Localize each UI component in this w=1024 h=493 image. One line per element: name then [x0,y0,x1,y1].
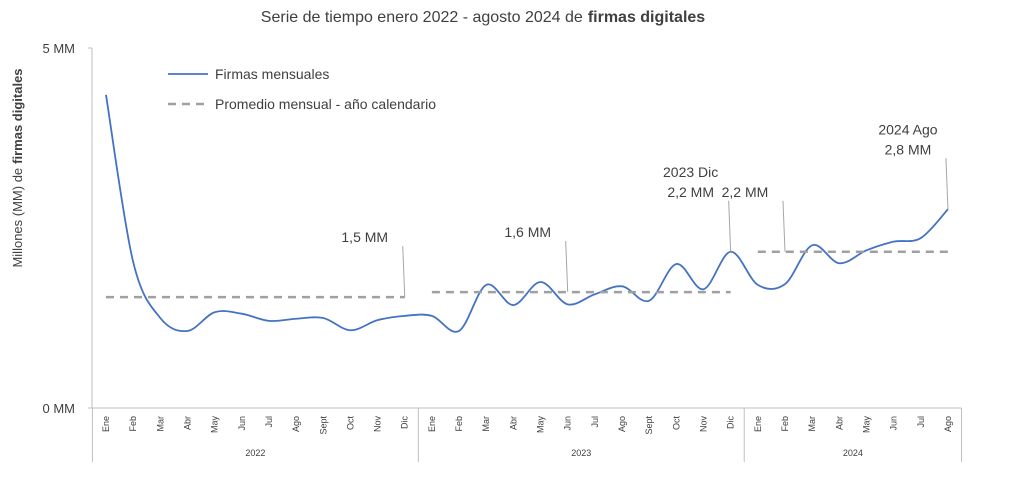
x-tick-label: Mar [807,416,817,432]
x-tick-label: Mar [481,416,491,432]
x-tick-label: Ago [943,416,953,432]
y-title-part: firmas digitales [10,68,25,163]
x-tick-label: Sept [318,416,328,435]
annotation: 2,8 MM [885,141,932,157]
x-tick-label: Jun [889,416,899,431]
annotation-leader [728,200,732,252]
annotation: 2,2 MM [722,184,769,200]
x-tick-label: Feb [454,416,464,432]
x-tick-label: Feb [128,416,138,432]
x-tick-label: Ago [291,416,301,432]
legend-label: Firmas mensuales [215,66,329,82]
y-title-part: Millones (MM) de [10,168,25,268]
y-tick-label: 5 MM [43,41,76,56]
x-tick-label: Dic [726,416,736,429]
x-tick-label: Jul [916,416,926,428]
title-part: firmas digitales [588,9,705,26]
annotation-leader [402,246,406,298]
x-tick-label: Abr [182,416,192,430]
annotation: 1,6 MM [504,224,551,240]
x-tick-label: Oct [671,416,681,431]
y-tick-label: 0 MM [43,401,76,416]
group-label: 2022 [245,448,265,458]
x-tick-label: Mar [155,416,165,432]
annotation-leader [782,200,786,252]
annotation: 2,2 MM [667,184,714,200]
x-tick-label: Jun [563,416,573,431]
x-tick-label: Oct [345,416,355,431]
x-tick-label: Nov [699,416,709,433]
legend-label: Promedio mensual - año calendario [215,96,436,112]
x-tick-label: Feb [780,416,790,432]
x-tick-label: Abr [834,416,844,430]
x-tick-label: Dic [400,416,410,429]
x-tick-label: Ene [101,416,111,432]
annotation: 2023 Dic [663,164,718,180]
annotation-leader [565,241,569,293]
annotation-leader [945,158,949,210]
x-tick-label: Sept [644,416,654,435]
title-part: Serie de tiempo enero 2022 - agosto 2024… [261,9,583,26]
x-tick-label: Ene [427,416,437,432]
x-tick-label: Jul [264,416,274,428]
x-tick-label: May [536,416,546,434]
annotation: 2024 Ago [878,121,937,137]
x-tick-label: Ene [753,416,763,432]
x-tick-label: Ago [617,416,627,432]
x-tick-label: May [210,416,220,434]
x-tick-label: Abr [508,416,518,430]
y-axis-title: Millones (MM) de firmas digitales [10,68,25,267]
group-label: 2023 [571,448,591,458]
annotation: 1,5 MM [341,229,388,245]
group-label: 2024 [843,448,863,458]
chart-title: Serie de tiempo enero 2022 - agosto 2024… [261,9,705,26]
x-tick-label: Nov [373,416,383,433]
x-tick-label: Jun [237,416,247,431]
x-tick-label: May [861,416,871,434]
x-tick-label: Jul [590,416,600,428]
